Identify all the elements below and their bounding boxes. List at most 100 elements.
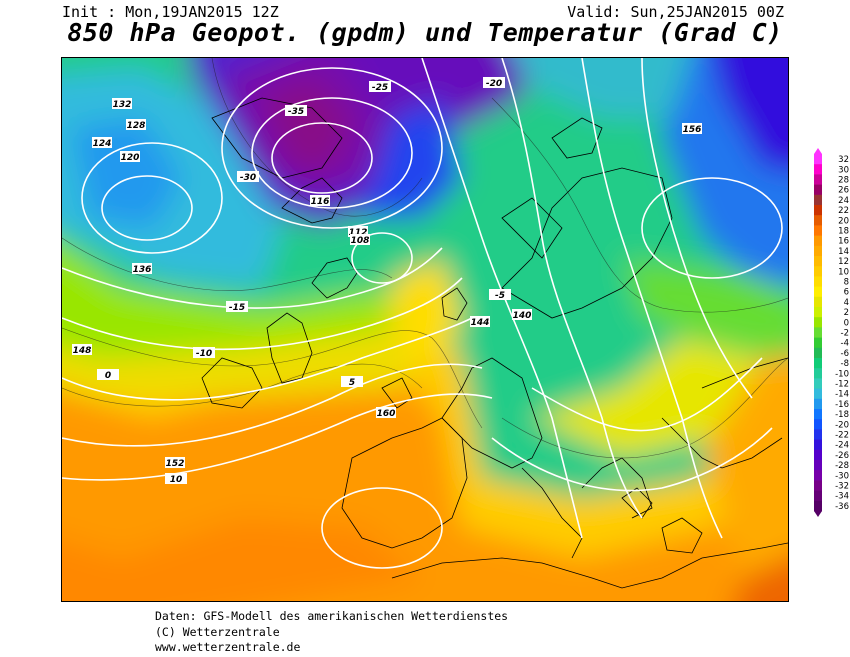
temperature-legend: 32302826242220181614121086420-2-4-6-8-10… [814,148,849,517]
svg-text:132: 132 [113,100,132,110]
svg-text:144: 144 [471,318,490,328]
legend-tick-label: -10 [835,369,849,379]
legend-swatch [814,378,822,389]
svg-text:-20: -20 [486,79,502,89]
weather-map[interactable]: 132 128 124 120 116 112 108 136 140 144 … [61,57,789,602]
svg-text:5: 5 [349,378,355,388]
svg-text:-5: -5 [495,291,505,301]
temp-label: -30 [237,171,259,183]
legend-swatch [814,164,822,175]
legend-swatch [814,225,822,236]
temp-label: -35 [285,105,307,117]
legend-tick-label: -24 [835,441,849,451]
legend-tick-label: 12 [838,257,849,267]
temp-label: 10 [165,473,187,485]
legend-swatch [814,235,822,247]
temp-label: -20 [483,77,505,89]
legend-swatch [814,480,822,491]
geo-label: 132 [112,98,132,110]
legend-tick-label: -30 [835,471,849,481]
legend-tick-label: -22 [835,431,849,441]
legend-swatch [814,245,822,257]
legend-tick-label: 14 [838,247,849,257]
svg-text:-25: -25 [372,83,388,93]
credits: Daten: GFS-Modell des amerikanischen Wet… [155,609,508,656]
svg-text:-35: -35 [288,107,304,117]
legend-tick-label: -32 [835,482,849,492]
svg-text:-10: -10 [196,349,212,359]
legend-swatch [814,215,822,226]
temperature-field [62,58,788,601]
legend-swatch [814,460,822,471]
temperature-labels: -35 -30 -25 -20 -15 -10 -5 0 5 10 [97,77,511,485]
legend-swatch [814,205,822,216]
legend-swatch [814,327,822,338]
legend-arrow-down [814,511,822,517]
legend-tick-label: -12 [835,380,849,390]
geo-label: 148 [72,344,92,356]
legend-tick-label: 2 [844,308,849,318]
credits-data-source: Daten: GFS-Modell des amerikanischen Wet… [155,609,509,623]
legend-swatch [814,184,822,196]
legend-tick-label: -18 [835,410,849,420]
geo-label: 140 [512,309,532,321]
legend-swatch [814,286,822,298]
coastlines [201,97,788,589]
legend-tick-label: -36 [835,502,849,512]
legend-tick-label: -28 [835,461,849,471]
geo-label: 108 [350,234,370,246]
legend-swatch [814,388,822,400]
legend-tick-label: 8 [844,278,849,288]
legend-swatch [814,500,822,512]
temp-label: 0 [97,369,119,381]
legend-swatch [814,409,822,420]
legend-tick-label: 30 [838,165,849,175]
geo-label: 144 [470,316,490,328]
svg-text:136: 136 [133,265,152,275]
legend-tick-label: -20 [835,420,849,430]
legend-tick-label: -2 [841,329,849,339]
legend-tick-label: 16 [838,237,849,247]
svg-text:124: 124 [93,139,112,149]
geo-label: 136 [132,263,152,275]
credits-copyright: (C) Wetterzentrale [155,624,280,639]
temp-label: -15 [226,301,248,313]
geo-label: 116 [310,195,330,207]
legend-swatch [814,449,822,461]
legend-swatch [814,368,822,379]
legend-tick-label: -14 [835,390,849,400]
geo-label: 120 [120,151,140,163]
svg-text:-30: -30 [240,173,256,183]
legend-tick-label: 6 [844,288,849,298]
legend-swatch [814,256,822,267]
legend-tick-label: 10 [838,267,849,277]
geo-label: 112 [348,226,368,238]
legend-tick-label: 20 [838,216,849,226]
legend-tick-label: 22 [838,206,849,216]
legend-swatch [814,419,822,430]
geo-label: 160 [376,407,396,419]
svg-text:112: 112 [349,228,368,238]
legend-tick-label: -34 [835,492,849,502]
legend-tick-label: -26 [835,451,849,461]
legend-tick-label: -16 [835,400,849,410]
svg-text:160: 160 [377,409,396,419]
svg-text:-15: -15 [229,303,245,313]
temperature-isolines [62,58,788,459]
legend-tick-label: 0 [844,318,849,328]
legend-swatch [814,194,822,206]
geo-label: 152 [165,457,185,469]
legend-swatch [814,266,822,277]
legend-swatch [814,174,822,185]
geo-label: 128 [126,119,146,131]
legend-tick-label: -4 [841,339,849,349]
legend-swatch [814,470,822,481]
credits-website[interactable]: www.wetterzentrale.de [155,640,301,654]
svg-text:156: 156 [683,125,702,135]
svg-text:116: 116 [311,197,330,207]
svg-text:0: 0 [105,371,111,381]
legend-tick-label: 32 [838,155,849,165]
svg-text:10: 10 [170,475,183,485]
geopotential-contours [62,58,783,569]
legend-swatch [814,347,822,359]
